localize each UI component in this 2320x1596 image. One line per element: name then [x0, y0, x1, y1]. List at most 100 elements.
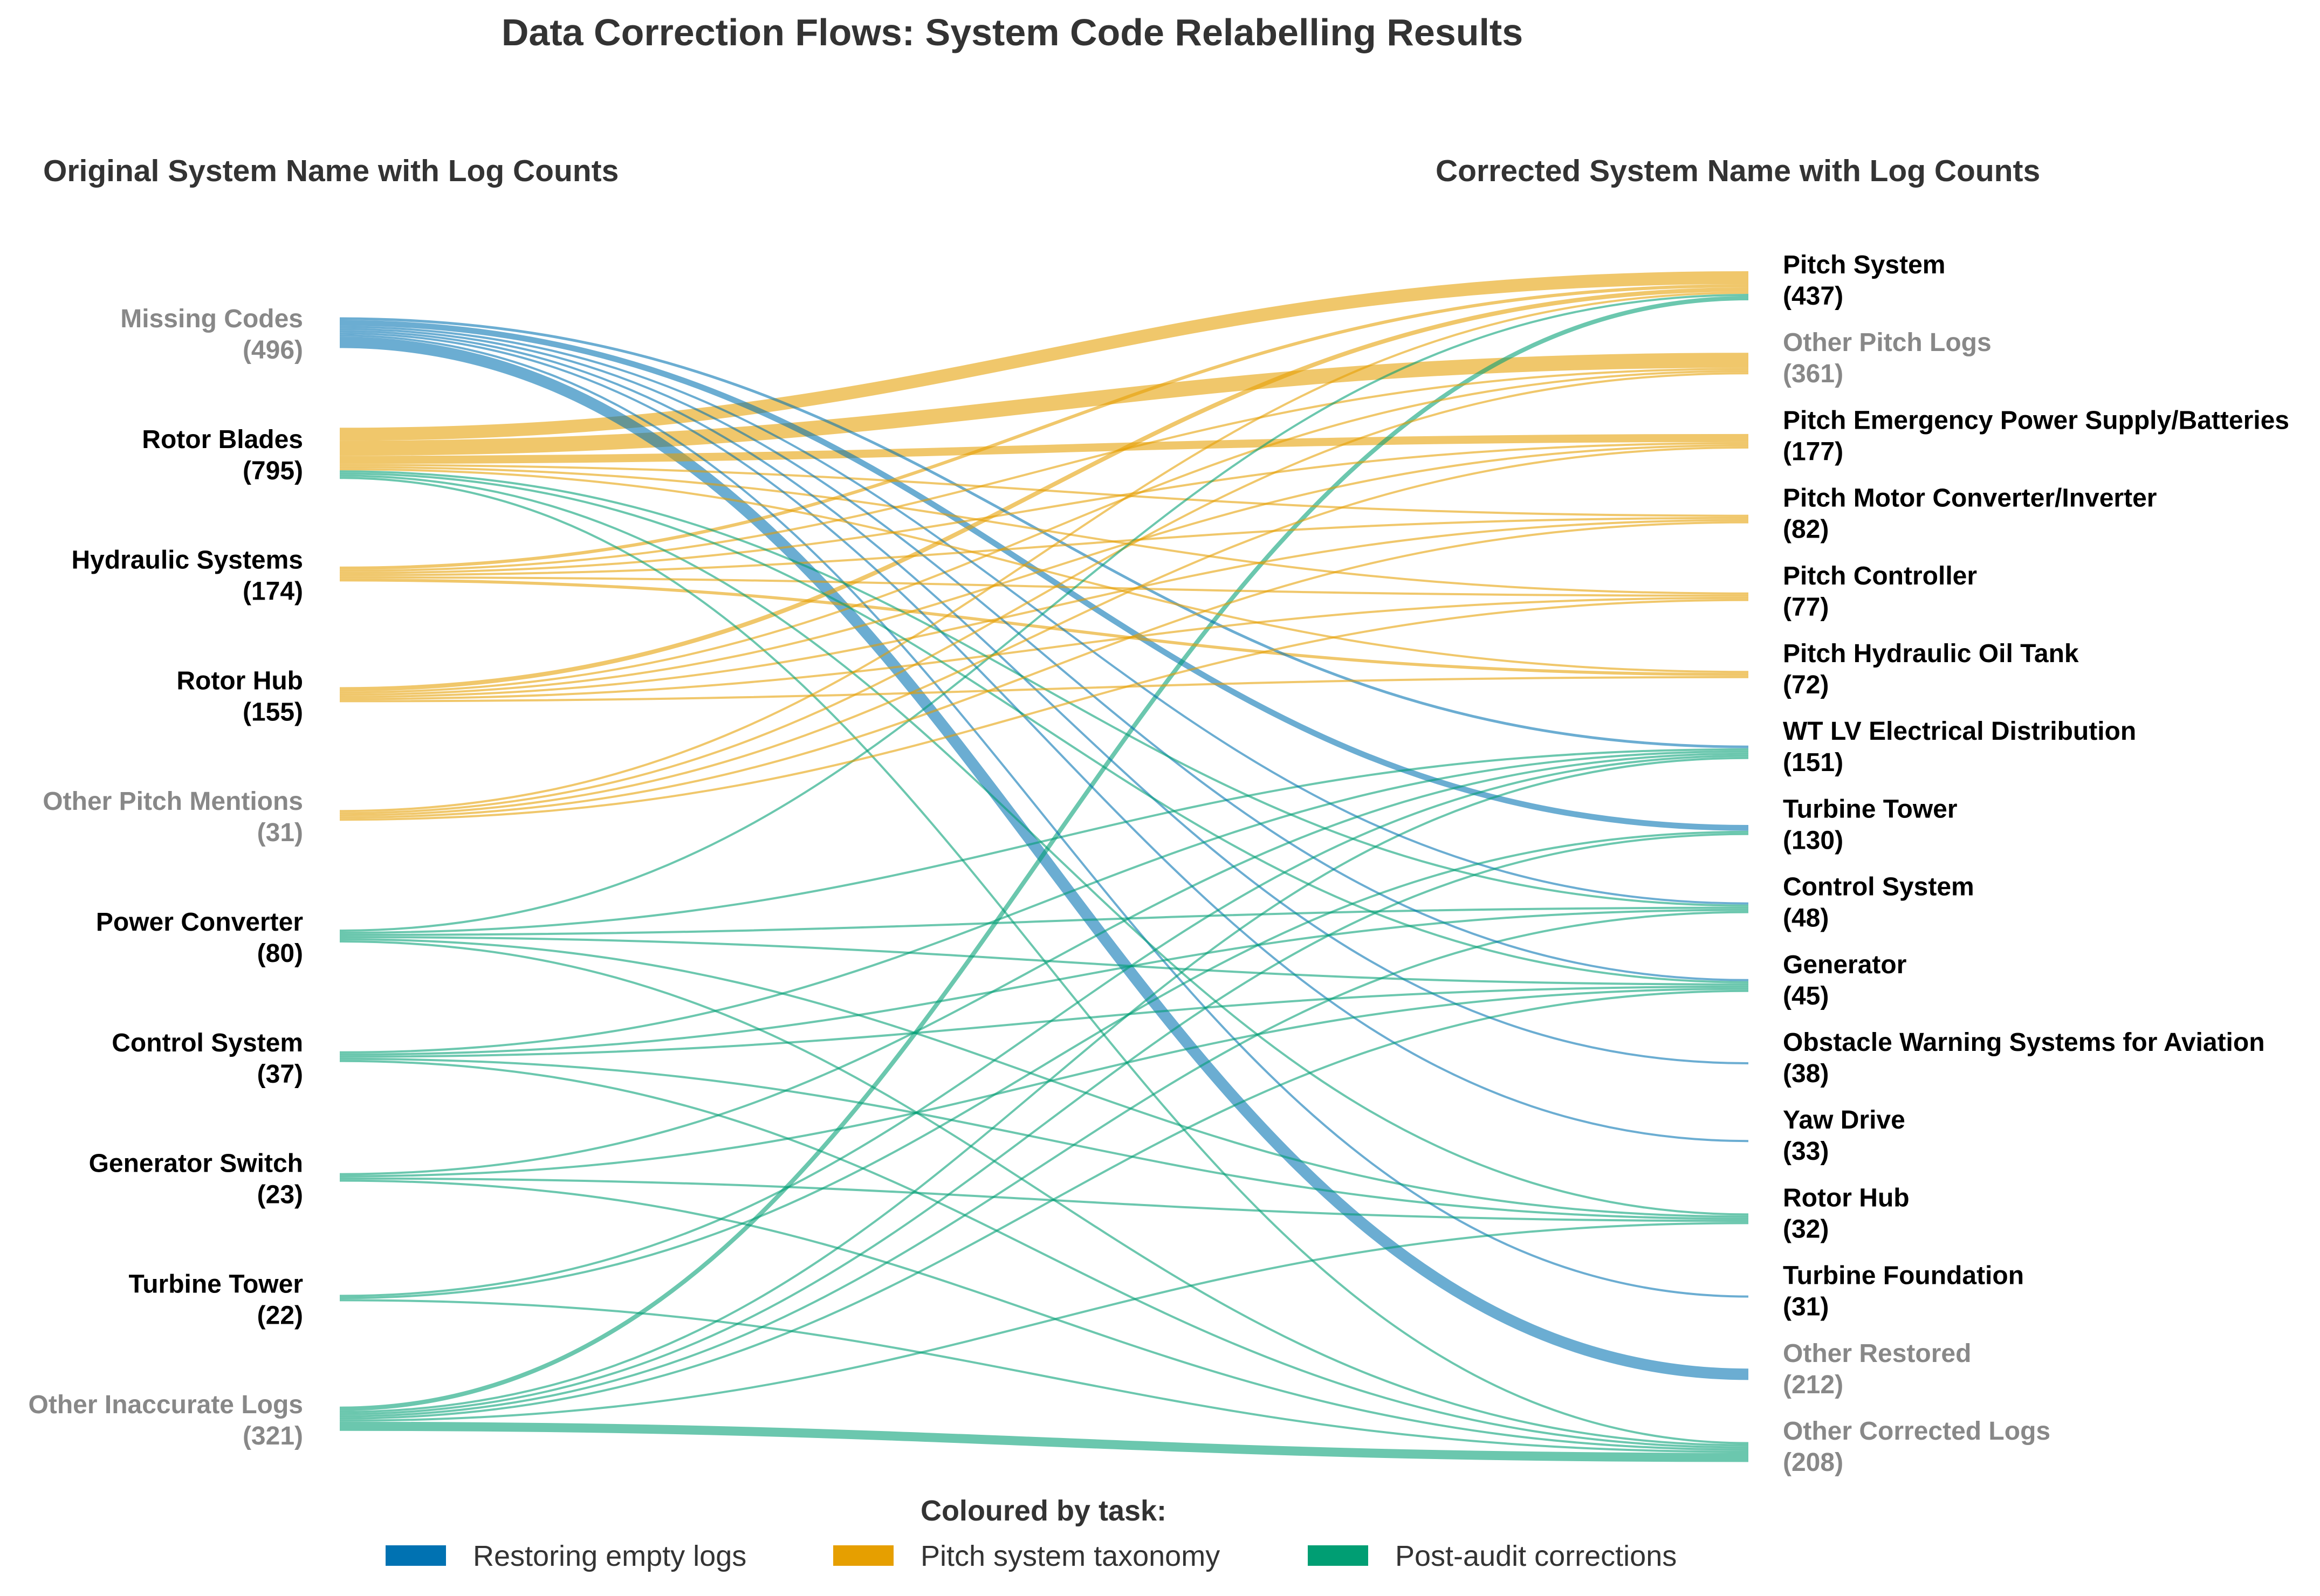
source-node-name: Hydraulic Systems — [71, 546, 303, 575]
target-node-label: Control System (48) — [1783, 873, 1974, 933]
flow-missing-codes-to-yaw-drive — [339, 332, 1749, 1143]
flow-control-system-to-other-corrected-logs — [339, 1060, 1749, 1449]
flow-other-inaccurate-logs-to-other-corrected-logs — [339, 1421, 1749, 1462]
flow-hydraulic-systems-to-pitch-motor-converter-inverter — [339, 517, 1749, 576]
source-node-name: Turbine Tower — [128, 1270, 303, 1298]
target-node-label: WT LV Electrical Distribution (151) — [1783, 717, 2136, 777]
flow-control-system-to-wt-lv-electrical-distribution — [339, 750, 1749, 1054]
flow-rotor-blades-to-pitch-system — [339, 271, 1749, 441]
target-node-count: (31) — [1783, 1293, 1829, 1322]
chart-title: Data Correction Flows: System Code Relab… — [502, 11, 1523, 53]
target-node-label: Pitch Motor Converter/Inverter (82) — [1783, 484, 2157, 544]
flow-rotor-blades-to-other-pitch-logs — [339, 353, 1749, 456]
flow-rotor-hub-to-pitch-emergency-power-supply-batteries — [339, 444, 1749, 696]
target-node-count: (77) — [1783, 593, 1829, 622]
legend-label-restore: Restoring empty logs — [473, 1540, 746, 1572]
flow-missing-codes-to-other-restored — [339, 336, 1749, 1380]
legend-swatch-restore — [386, 1545, 446, 1566]
source-node-count: (155) — [243, 698, 303, 726]
legend: Coloured by task: Restoring empty logs Pi… — [386, 1495, 1677, 1572]
source-node-name: Generator Switch — [89, 1150, 303, 1178]
source-node-name: Rotor Blades — [142, 425, 303, 454]
flow-control-system-to-rotor-hub — [339, 1057, 1749, 1220]
flow-generator-switch-to-other-corrected-logs — [339, 1179, 1749, 1451]
target-node-label: Pitch Hydraulic Oil Tank (72) — [1783, 639, 2079, 699]
target-node-name: Obstacle Warning Systems for Aviation — [1783, 1028, 2265, 1057]
flow-turbine-tower-to-other-corrected-logs — [339, 1299, 1749, 1453]
target-node-label: Generator (45) — [1783, 951, 1906, 1010]
source-node-name: Power Converter — [96, 908, 303, 937]
legend-swatch-audit — [1308, 1545, 1368, 1566]
target-node-label: Other Restored (212) — [1783, 1339, 1971, 1399]
target-node-count: (361) — [1783, 360, 1843, 388]
legend-items: Restoring empty logs Pitch system taxonom… — [386, 1540, 1677, 1572]
flow-generator-switch-to-wt-lv-electrical-distribution — [339, 752, 1749, 1175]
flow-rotor-blades-to-pitch-controller — [339, 466, 1749, 595]
target-node-name: Pitch System — [1783, 251, 1945, 279]
node-label-layer: Missing Codes (496) Rotor Blades (795) Hydra… — [29, 251, 2289, 1477]
target-node-name: Other Restored — [1783, 1339, 1971, 1368]
target-node-count: (212) — [1783, 1371, 1843, 1399]
flow-hydraulic-systems-to-pitch-emergency-power-supply-batteries — [339, 442, 1749, 574]
flow-other-pitch-mentions-to-pitch-system — [339, 291, 1749, 813]
source-node-label: Control System (37) — [112, 1029, 303, 1089]
source-node-name: Control System — [112, 1029, 303, 1057]
source-node-count: (31) — [257, 818, 303, 847]
source-node-label: Other Pitch Mentions (31) — [43, 787, 303, 847]
target-node-label: Other Corrected Logs (208) — [1783, 1417, 2050, 1477]
flow-hydraulic-systems-to-pitch-controller — [339, 576, 1749, 597]
flow-power-converter-to-pitch-system — [339, 293, 1749, 932]
target-node-label: Turbine Foundation (31) — [1783, 1262, 2024, 1322]
flow-hydraulic-systems-to-other-pitch-logs — [339, 368, 1749, 572]
flow-power-converter-to-rotor-hub — [339, 938, 1749, 1218]
target-node-name: WT LV Electrical Distribution — [1783, 717, 2136, 746]
target-node-count: (72) — [1783, 671, 1829, 699]
flow-missing-codes-to-generator — [339, 328, 1749, 981]
target-node-count: (38) — [1783, 1060, 1829, 1088]
target-node-name: Control System — [1783, 873, 1974, 902]
target-node-count: (33) — [1783, 1137, 1829, 1166]
target-node-name: Other Corrected Logs — [1783, 1417, 2050, 1446]
target-node-label: Pitch Controller (77) — [1783, 562, 1977, 622]
source-node-count: (22) — [257, 1301, 303, 1330]
flow-other-pitch-mentions-to-pitch-emergency-power-supply-batteries — [339, 446, 1749, 817]
right-column-header: Corrected System Name with Log Counts — [1436, 154, 2040, 188]
source-node-name: Other Pitch Mentions — [43, 787, 303, 816]
source-node-label: Hydraulic Systems (174) — [71, 546, 303, 606]
flow-rotor-blades-to-pitch-motor-converter-inverter — [339, 464, 1749, 517]
target-node-name: Pitch Motor Converter/Inverter — [1783, 484, 2157, 513]
source-node-name: Other Inaccurate Logs — [29, 1391, 303, 1419]
legend-label-audit: Post-audit corrections — [1395, 1540, 1677, 1572]
target-node-label: Yaw Drive (33) — [1783, 1106, 1905, 1166]
target-node-name: Pitch Emergency Power Supply/Batteries — [1783, 406, 2289, 435]
flow-rotor-hub-to-pitch-controller — [339, 596, 1749, 700]
target-node-label: Rotor Hub (32) — [1783, 1184, 1910, 1243]
flow-rotor-hub-to-pitch-hydraulic-oil-tank — [339, 676, 1749, 703]
flow-missing-codes-to-control-system — [339, 326, 1749, 905]
target-node-name: Rotor Hub — [1783, 1184, 1910, 1212]
flow-hydraulic-systems-to-pitch-hydraulic-oil-tank — [339, 578, 1749, 676]
flow-hydraulic-systems-to-pitch-system — [339, 284, 1749, 570]
target-node-name: Other Pitch Logs — [1783, 328, 1992, 357]
flow-other-inaccurate-logs-to-generator — [339, 989, 1749, 1420]
target-node-name: Yaw Drive — [1783, 1106, 1905, 1134]
target-node-name: Pitch Controller — [1783, 562, 1977, 590]
source-node-label: Turbine Tower (22) — [128, 1270, 303, 1330]
flow-generator-switch-to-generator — [339, 987, 1749, 1178]
target-node-count: (32) — [1783, 1215, 1829, 1243]
flow-power-converter-to-wt-lv-electrical-distribution — [339, 748, 1749, 934]
target-node-name: Turbine Tower — [1783, 795, 1958, 823]
source-node-count: (321) — [243, 1422, 303, 1450]
flow-missing-codes-to-turbine-foundation — [339, 334, 1749, 1298]
target-node-label: Obstacle Warning Systems for Aviation (38… — [1783, 1028, 2265, 1088]
target-node-name: Pitch Hydraulic Oil Tank — [1783, 639, 2079, 668]
source-node-label: Other Inaccurate Logs (321) — [29, 1391, 303, 1450]
legend-label-pitch: Pitch system taxonomy — [921, 1540, 1220, 1572]
legend-title: Coloured by task: — [921, 1495, 1166, 1527]
flow-other-inaccurate-logs-to-rotor-hub — [339, 1222, 1749, 1422]
flow-layer — [339, 271, 1749, 1462]
flow-other-pitch-mentions-to-pitch-controller — [339, 598, 1749, 821]
flow-power-converter-to-other-corrected-logs — [339, 940, 1749, 1447]
target-node-count: (437) — [1783, 282, 1843, 311]
